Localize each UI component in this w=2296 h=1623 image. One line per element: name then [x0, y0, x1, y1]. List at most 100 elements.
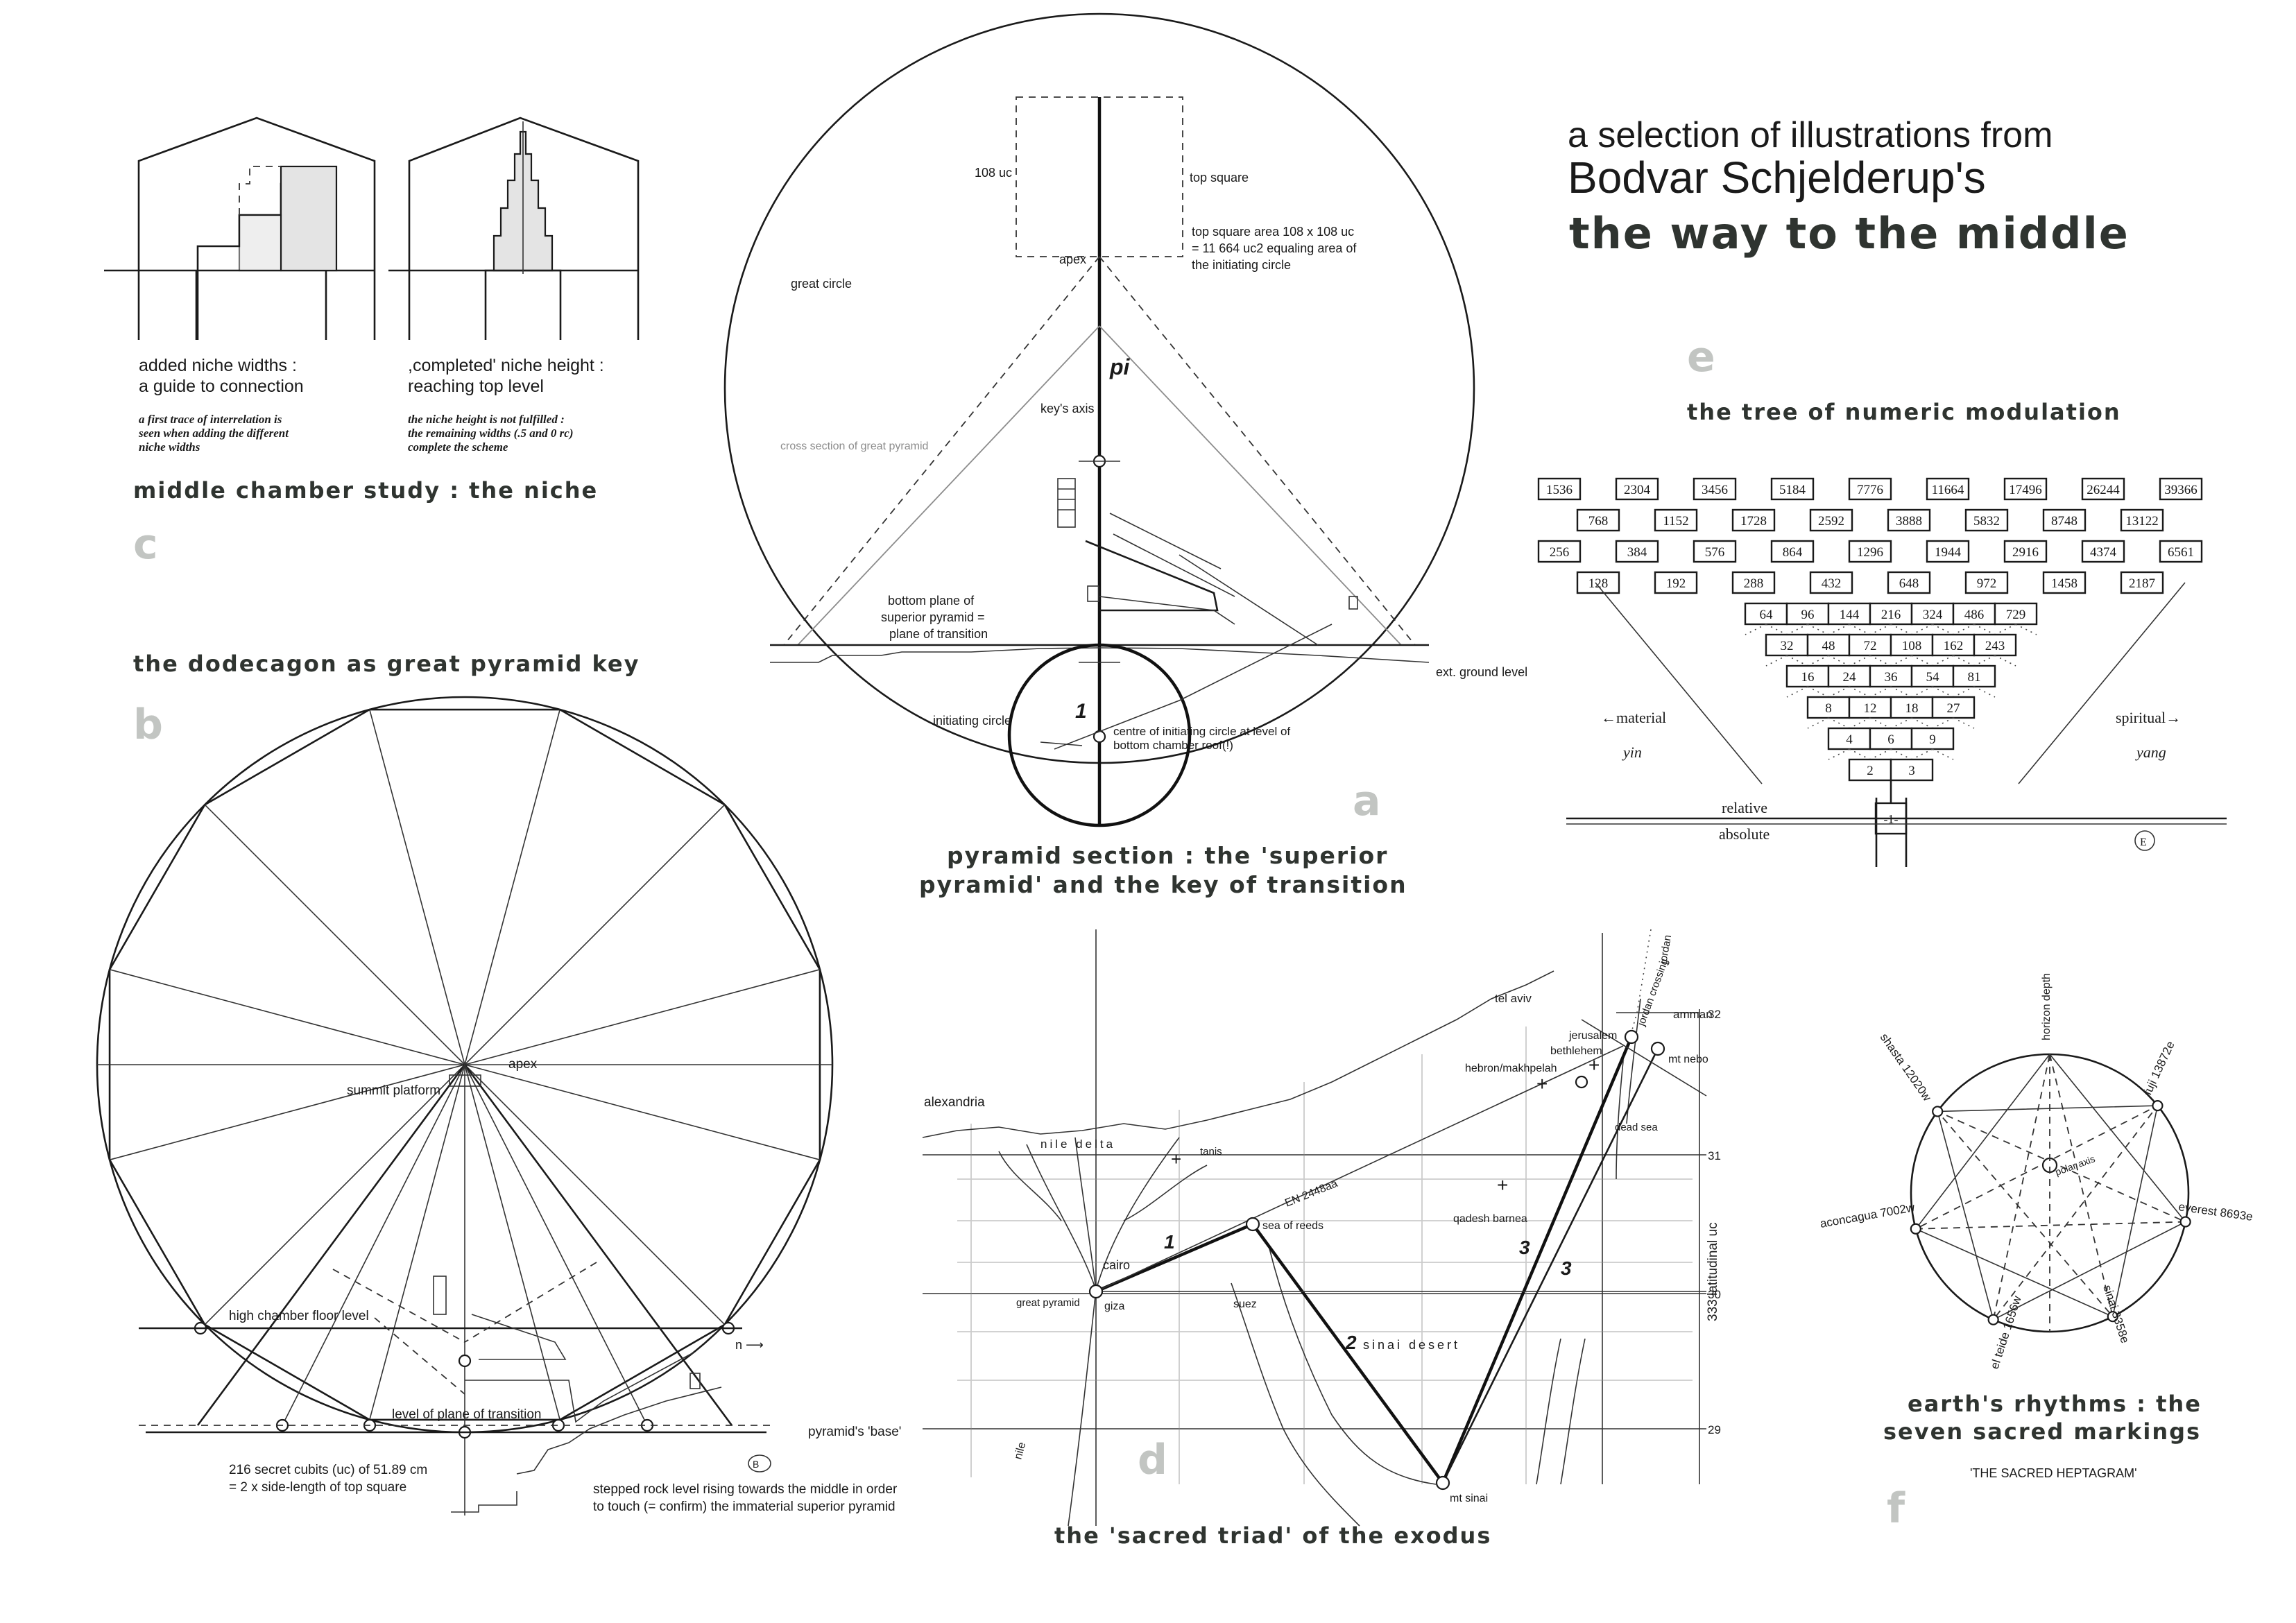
tree-cell	[1890, 696, 1934, 719]
place-sea-of-reeds: sea of reeds	[1262, 1220, 1323, 1232]
label-high-chamber: high chamber floor level	[229, 1309, 369, 1323]
tree-cell-value: 26244	[2087, 483, 2120, 497]
node-giza	[1088, 1284, 1104, 1299]
tree-cell-value: 2187	[2129, 576, 2155, 591]
tree-cell	[1848, 758, 1892, 782]
initiating-circle	[1007, 643, 1192, 827]
tree-cell-value: 4	[1846, 732, 1853, 747]
tree-cell-value: 3	[1908, 764, 1915, 778]
panel-f-subtitle: 'THE SACRED HEPTAGRAM'	[1970, 1466, 2137, 1480]
corner-mark-e-text: E	[2140, 836, 2147, 848]
tree-link	[1953, 717, 1975, 729]
panel-f-letter: f	[1887, 1484, 1905, 1533]
nile-river	[1068, 1289, 1097, 1527]
heptagram-node	[1910, 1223, 1921, 1235]
tree-outline	[1595, 582, 2186, 784]
tree-link	[1932, 686, 1954, 698]
place-giza: giza	[1104, 1300, 1124, 1312]
grotto-mark	[1348, 596, 1358, 610]
niche-caption1-a: added niche widths :	[139, 356, 297, 375]
superior-pyramid-right	[1099, 256, 1416, 646]
place-cairo: cairo	[1103, 1258, 1130, 1272]
tree-link	[1745, 624, 1767, 635]
tree-cell	[1693, 477, 1737, 501]
ground-profile	[770, 647, 1430, 663]
lat-label-31: 31	[1708, 1149, 1721, 1162]
segment-3b: 3	[1561, 1257, 1572, 1279]
area-note-c: the initiating circle	[1192, 258, 1291, 272]
tree-link	[1869, 686, 1892, 698]
stepped-note-b: to touch (= confirm) the immaterial supe…	[593, 1500, 896, 1514]
panel-e-letter: e	[1687, 333, 1715, 381]
tree-cell	[1537, 540, 1582, 563]
tree-cell	[1827, 602, 1871, 626]
tree-cell	[1809, 571, 1853, 594]
node-hebron	[1575, 1075, 1588, 1089]
passage-b	[465, 1352, 694, 1423]
bottom-plane-b: superior pyramid =	[881, 610, 985, 624]
tree-link	[1828, 748, 1850, 760]
niche-note2-a: the niche height is not fulfilled :	[408, 413, 565, 426]
centre-note-b: bottom chamber roof(!)	[1113, 739, 1233, 752]
cubits-note-a: 216 secret cubits (uc) of 51.89 cm	[229, 1463, 427, 1477]
tree-cell-value: 648	[1899, 576, 1919, 591]
tree-cell	[1576, 571, 1620, 594]
tree-cell-value: 2	[1867, 764, 1874, 778]
numeric-tree: 1536 2304 3456 5184 7776 11664 17496 26244 39366…	[1537, 477, 2203, 867]
place-hebron: hebron/makhpelah	[1465, 1063, 1557, 1074]
inner-side-left	[282, 1064, 465, 1426]
tree-cell	[1887, 508, 1931, 532]
tree-link	[1807, 717, 1829, 729]
gulf-of-suez	[1231, 1248, 1437, 1527]
tree-cell-value: 216	[1881, 608, 1901, 622]
tree-link	[1849, 655, 1871, 667]
label-sinai: sinai 3358e	[2100, 1283, 2132, 1345]
gulf-of-aqaba	[1536, 1338, 1586, 1485]
label-horizon-depth: horizon depth	[2041, 973, 2053, 1040]
dodecagon-ray	[109, 969, 465, 1065]
place-nile: nile	[1012, 1441, 1028, 1461]
place-amman: amman	[1673, 1008, 1713, 1021]
place-alexandria: alexandria	[924, 1095, 985, 1110]
tree-link	[1849, 624, 1871, 635]
heptagram-star	[1915, 1054, 2186, 1321]
cross-mark-1: +	[1536, 1073, 1548, 1094]
tree-cell-value: 192	[1666, 576, 1686, 591]
lat-label-29: 29	[1708, 1423, 1721, 1436]
heptagram-node	[2179, 1216, 2191, 1228]
tree-cell	[1654, 508, 1698, 532]
place-nile-delta: nile delta	[1040, 1137, 1115, 1151]
tree-cell	[1931, 633, 1976, 657]
tree-cell	[2042, 508, 2087, 532]
dodecagon-ray	[369, 709, 465, 1065]
label-el-teide: el teide 1656w	[1988, 1294, 2024, 1371]
panel-a-letter: a	[1353, 777, 1381, 825]
dodecagon-ray	[369, 1064, 465, 1420]
label-material: ←material	[1601, 709, 1666, 726]
nile-delta	[998, 1137, 1208, 1291]
tree-link	[1932, 748, 1954, 760]
tree-cell	[1926, 477, 1970, 501]
lat-label-32: 32	[1708, 1008, 1721, 1021]
gallery-b	[471, 1314, 567, 1360]
place-tanis: tanis	[1200, 1146, 1222, 1158]
tree-link	[1911, 655, 1933, 667]
tree-cell	[2003, 477, 2048, 501]
giza-to-jerusalem	[1095, 1045, 1624, 1292]
place-bethlehem: bethlehem	[1550, 1045, 1602, 1057]
tree-cell	[2042, 571, 2087, 594]
corner-mark-e	[2134, 830, 2155, 851]
label-polar-axis: polar axis	[2054, 1153, 2097, 1178]
heptagram-node	[2107, 1311, 2118, 1323]
tree-cell-value: 972	[1977, 576, 1997, 591]
label-one: 1	[1075, 700, 1087, 723]
tree-cell-value: 768	[1588, 514, 1609, 529]
place-tel-aviv: tel aviv	[1495, 992, 1532, 1005]
tree-cell	[2120, 508, 2164, 532]
label-initiating-circle: initiating circle	[933, 714, 1011, 728]
corner-mark-b-text: B	[753, 1459, 759, 1470]
heptagram-node	[2152, 1100, 2164, 1112]
tree-cell-value: 1728	[1740, 514, 1767, 529]
tree-link	[1765, 624, 1788, 635]
tree-cell	[1926, 540, 1970, 563]
